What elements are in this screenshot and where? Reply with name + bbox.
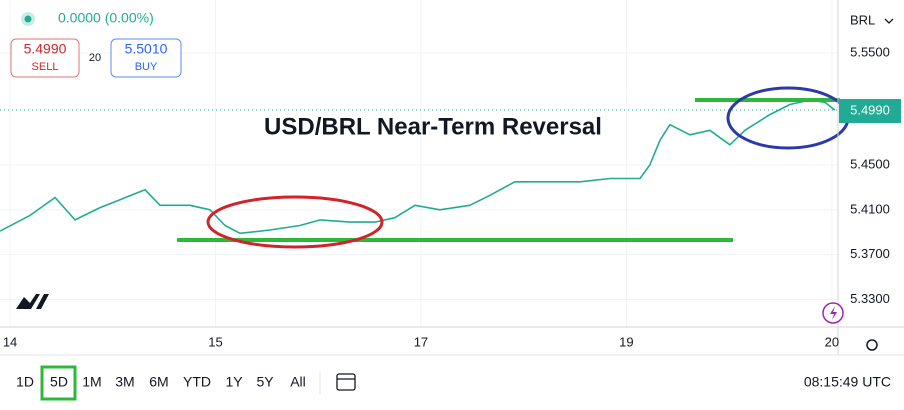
- x-tick-label: 14: [3, 334, 17, 349]
- sell-price: 5.4990: [24, 41, 67, 57]
- last-price-badge: [839, 99, 901, 123]
- sell-button[interactable]: [10, 38, 80, 78]
- event-bolt: [830, 306, 837, 320]
- y-tick-label: 5.3700: [850, 246, 890, 261]
- x-tick-label: 20: [825, 334, 839, 349]
- buy-label: BUY: [135, 61, 158, 73]
- chart-title: USD/BRL Near-Term Reversal: [264, 113, 602, 140]
- range-button[interactable]: All: [290, 374, 306, 390]
- range-button[interactable]: 1D: [16, 374, 34, 390]
- x-tick-label: 19: [619, 334, 633, 349]
- x-tick-label: 15: [208, 334, 222, 349]
- range-button[interactable]: YTD: [183, 374, 211, 390]
- sell-label: SELL: [32, 61, 59, 73]
- y-tick-label: 5.3300: [850, 291, 890, 306]
- selected-range-box: [40, 365, 77, 401]
- range-button[interactable]: 5Y: [256, 374, 274, 390]
- buy-button[interactable]: [110, 38, 182, 78]
- status-dot: [24, 15, 32, 23]
- calendar-icon[interactable]: [336, 373, 356, 391]
- range-button[interactable]: 6M: [149, 374, 168, 390]
- logo: [16, 294, 49, 309]
- dropdown-icon: [884, 18, 894, 24]
- y-tick-label: 5.4100: [850, 201, 890, 216]
- buy-price: 5.5010: [125, 41, 168, 57]
- settings-icon[interactable]: [866, 339, 878, 351]
- y-tick-label: 5.5500: [850, 44, 890, 59]
- currency-selector[interactable]: BRL: [850, 12, 875, 27]
- y-tick-label: 5.4500: [850, 156, 890, 171]
- range-button[interactable]: 1M: [82, 374, 101, 390]
- price-line-series: [0, 99, 836, 235]
- x-tick-label: 17: [414, 334, 428, 349]
- red-ellipse: [206, 195, 384, 249]
- range-button[interactable]: 5D: [50, 374, 68, 390]
- change: 0.0000 (0.00%): [58, 10, 154, 26]
- range-button[interactable]: 1Y: [225, 374, 243, 390]
- spread: 20: [89, 52, 101, 64]
- clock: 08:15:49 UTC: [804, 374, 891, 390]
- last-price-label: 5.4990: [850, 102, 890, 117]
- range-button[interactable]: 3M: [115, 374, 134, 390]
